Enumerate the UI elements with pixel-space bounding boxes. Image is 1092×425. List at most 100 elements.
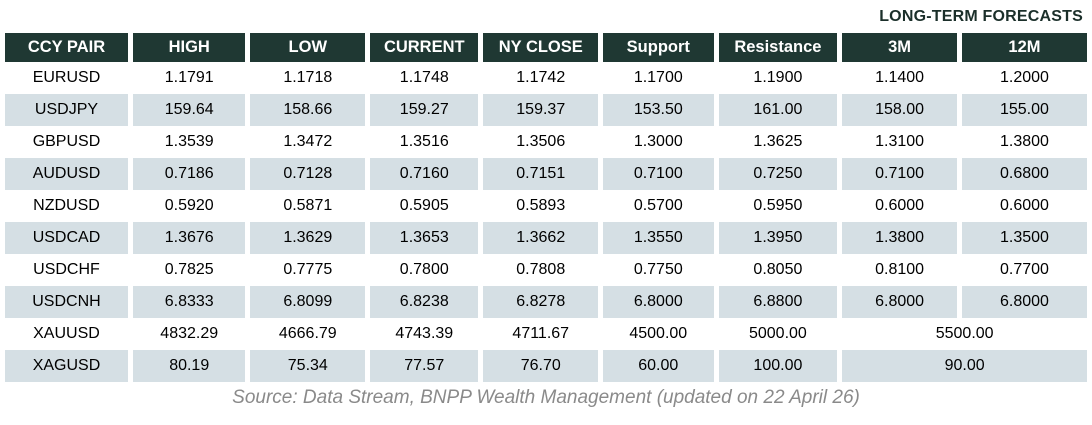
value-cell: 1.1748 <box>370 62 479 94</box>
table-row: USDJPY 159.64 158.66 159.27 159.37 153.50 161.… <box>5 94 1087 126</box>
value-cell: 1.1400 <box>842 62 957 94</box>
value-cell: 1.3800 <box>842 222 957 254</box>
value-cell: 4500.00 <box>603 318 714 350</box>
value-cell: 75.34 <box>250 350 366 382</box>
value-cell: 0.7825 <box>132 254 246 286</box>
value-cell: 1.3625 <box>718 126 838 158</box>
value-cell: 1.3500 <box>961 222 1087 254</box>
value-cell: 0.7250 <box>718 158 838 190</box>
value-cell: 1.1791 <box>132 62 246 94</box>
value-cell: 1.1900 <box>718 62 838 94</box>
value-cell: 0.5871 <box>250 190 366 222</box>
value-cell: 159.64 <box>132 94 246 126</box>
ccy-pair-cell: USDCAD <box>5 222 128 254</box>
value-cell: 159.27 <box>370 94 479 126</box>
table-row: AUDUSD 0.7186 0.7128 0.7160 0.7151 0.7100 0.72… <box>5 158 1087 190</box>
value-cell: 1.1742 <box>483 62 599 94</box>
value-cell: 80.19 <box>132 350 246 382</box>
col-header-support: Support <box>603 33 714 62</box>
table-row: XAUUSD 4832.29 4666.79 4743.39 4711.67 4500.0… <box>5 318 1087 350</box>
value-cell: 0.7160 <box>370 158 479 190</box>
ccy-pair-cell: AUDUSD <box>5 158 128 190</box>
value-cell: 0.7750 <box>603 254 714 286</box>
value-cell: 0.7808 <box>483 254 599 286</box>
value-cell: 60.00 <box>603 350 714 382</box>
value-cell: 1.3550 <box>603 222 714 254</box>
value-cell: 1.2000 <box>961 62 1087 94</box>
value-cell: 0.7151 <box>483 158 599 190</box>
ccy-pair-cell: NZDUSD <box>5 190 128 222</box>
value-cell: 1.3800 <box>961 126 1087 158</box>
value-cell: 161.00 <box>718 94 838 126</box>
table-row: XAGUSD 80.19 75.34 77.57 76.70 60.00 100.00 90.… <box>5 350 1087 382</box>
value-cell: 0.5905 <box>370 190 479 222</box>
value-cell: 1.3653 <box>370 222 479 254</box>
value-cell: 6.8238 <box>370 286 479 318</box>
value-cell: 1.3506 <box>483 126 599 158</box>
ccy-pair-cell: USDCHF <box>5 254 128 286</box>
table-row: NZDUSD 0.5920 0.5871 0.5905 0.5893 0.5700 0.59… <box>5 190 1087 222</box>
value-cell: 1.1700 <box>603 62 714 94</box>
value-cell: 0.6000 <box>961 190 1087 222</box>
col-header-ny-close: NY CLOSE <box>483 33 599 62</box>
value-cell: 0.7100 <box>842 158 957 190</box>
long-term-forecasts-label: LONG-TERM FORECASTS <box>879 7 1083 25</box>
value-cell: 1.3516 <box>370 126 479 158</box>
value-cell: 4666.79 <box>250 318 366 350</box>
ccy-pair-cell: XAGUSD <box>5 350 128 382</box>
value-cell: 153.50 <box>603 94 714 126</box>
value-cell: 6.8800 <box>718 286 838 318</box>
value-cell: 0.6800 <box>961 158 1087 190</box>
col-header-high: HIGH <box>132 33 246 62</box>
col-header-current: CURRENT <box>370 33 479 62</box>
table-header-row: CCY PAIR HIGH LOW CURRENT NY CLOSE Suppo… <box>5 33 1087 62</box>
value-cell: 76.70 <box>483 350 599 382</box>
col-header-12m: 12M <box>961 33 1087 62</box>
col-header-ccy-pair: CCY PAIR <box>5 33 128 62</box>
value-cell: 0.5893 <box>483 190 599 222</box>
value-cell: 1.3676 <box>132 222 246 254</box>
value-cell: 0.7128 <box>250 158 366 190</box>
value-cell: 100.00 <box>718 350 838 382</box>
table-row: USDCNH 6.8333 6.8099 6.8238 6.8278 6.8000 6.88… <box>5 286 1087 318</box>
value-cell: 6.8000 <box>603 286 714 318</box>
value-cell: 5000.00 <box>718 318 838 350</box>
source-caption: Source: Data Stream, BNPP Wealth Managem… <box>232 387 860 408</box>
value-cell: 6.8000 <box>842 286 957 318</box>
value-cell: 90.00 <box>842 350 1087 382</box>
value-cell: 4832.29 <box>132 318 246 350</box>
col-header-3m: 3M <box>842 33 957 62</box>
value-cell: 77.57 <box>370 350 479 382</box>
value-cell: 1.3629 <box>250 222 366 254</box>
value-cell: 6.8099 <box>250 286 366 318</box>
value-cell: 6.8333 <box>132 286 246 318</box>
value-cell: 1.3950 <box>718 222 838 254</box>
value-cell: 159.37 <box>483 94 599 126</box>
fx-forecast-table: CCY PAIR HIGH LOW CURRENT NY CLOSE Suppo… <box>0 33 1092 382</box>
ccy-pair-cell: USDJPY <box>5 94 128 126</box>
value-cell: 0.7186 <box>132 158 246 190</box>
value-cell: 4743.39 <box>370 318 479 350</box>
table-row: USDCHF 0.7825 0.7775 0.7800 0.7808 0.7750 0.80… <box>5 254 1087 286</box>
value-cell: 0.6000 <box>842 190 957 222</box>
value-cell: 0.5950 <box>718 190 838 222</box>
value-cell: 0.7800 <box>370 254 479 286</box>
value-cell: 6.8000 <box>961 286 1087 318</box>
value-cell: 1.3662 <box>483 222 599 254</box>
value-cell: 0.7100 <box>603 158 714 190</box>
value-cell: 0.8050 <box>718 254 838 286</box>
value-cell: 1.1718 <box>250 62 366 94</box>
value-cell: 155.00 <box>961 94 1087 126</box>
col-header-low: LOW <box>250 33 366 62</box>
table-row: GBPUSD 1.3539 1.3472 1.3516 1.3506 1.3000 1.36… <box>5 126 1087 158</box>
table-row: USDCAD 1.3676 1.3629 1.3653 1.3662 1.3550 1.39… <box>5 222 1087 254</box>
value-cell: 158.00 <box>842 94 957 126</box>
value-cell: 0.8100 <box>842 254 957 286</box>
value-cell: 5500.00 <box>842 318 1087 350</box>
value-cell: 0.5700 <box>603 190 714 222</box>
value-cell: 1.3000 <box>603 126 714 158</box>
value-cell: 0.5920 <box>132 190 246 222</box>
ccy-pair-cell: USDCNH <box>5 286 128 318</box>
value-cell: 0.7700 <box>961 254 1087 286</box>
